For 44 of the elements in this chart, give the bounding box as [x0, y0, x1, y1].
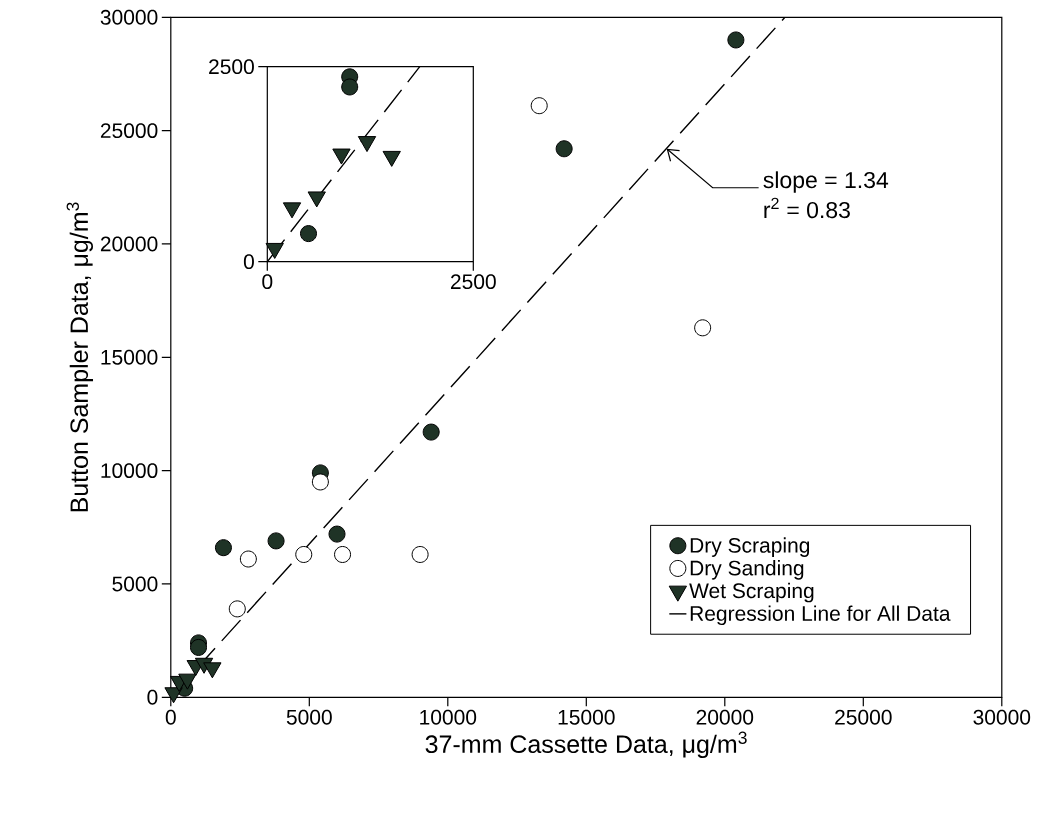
y-tick-label: 5000 [112, 576, 158, 592]
point [214, 539, 232, 557]
legend-label: Regression Line for All Data [690, 605, 951, 626]
x-tick-label: 20000 [696, 709, 754, 725]
annotation: r$^{2}$ = 0.83 [764, 197, 850, 219]
point [341, 78, 359, 96]
y-axis-title: Button Sampler Data, μg/m$^{3}$ [66, 202, 94, 512]
point [411, 545, 429, 563]
point [530, 97, 548, 115]
y-tick-label: 15000 [101, 349, 158, 365]
point [694, 319, 712, 337]
x-tick-label: 15000 [558, 709, 615, 725]
point [311, 473, 329, 491]
point [382, 150, 401, 167]
point [307, 191, 326, 208]
point [332, 148, 351, 165]
point [357, 136, 377, 153]
y-tick-label: 30000 [100, 9, 158, 25]
y-tick-label: 25000 [100, 123, 158, 139]
point [422, 423, 440, 441]
y-tick-label: 20000 [100, 236, 158, 252]
x-tick-label: 0 [165, 709, 176, 725]
point [228, 600, 246, 618]
point [267, 532, 285, 550]
legend-label: Dry Sanding [690, 560, 804, 580]
x-tick-label: 25000 [835, 709, 892, 725]
x-tick-label: 30000 [973, 709, 1031, 725]
y-tick-label: 0 [147, 689, 158, 705]
point [555, 140, 573, 158]
x-axis-title: 37-mm Cassette Data, μg/m$^{3}$ [425, 731, 747, 758]
x-tick-label: 5000 [286, 709, 332, 725]
y-tick-label: 10000 [101, 463, 158, 479]
legend-label: Dry Scraping [690, 537, 810, 557]
x-tick-label: 10000 [420, 709, 477, 725]
point [265, 242, 284, 259]
legend-label: Wet Scraping [689, 582, 814, 603]
point [239, 550, 257, 568]
point [282, 202, 302, 219]
point [295, 545, 313, 563]
point [190, 638, 208, 656]
annotation: slope = 1.34 [763, 171, 889, 193]
point [334, 545, 352, 563]
point [328, 525, 346, 543]
point [727, 31, 745, 49]
